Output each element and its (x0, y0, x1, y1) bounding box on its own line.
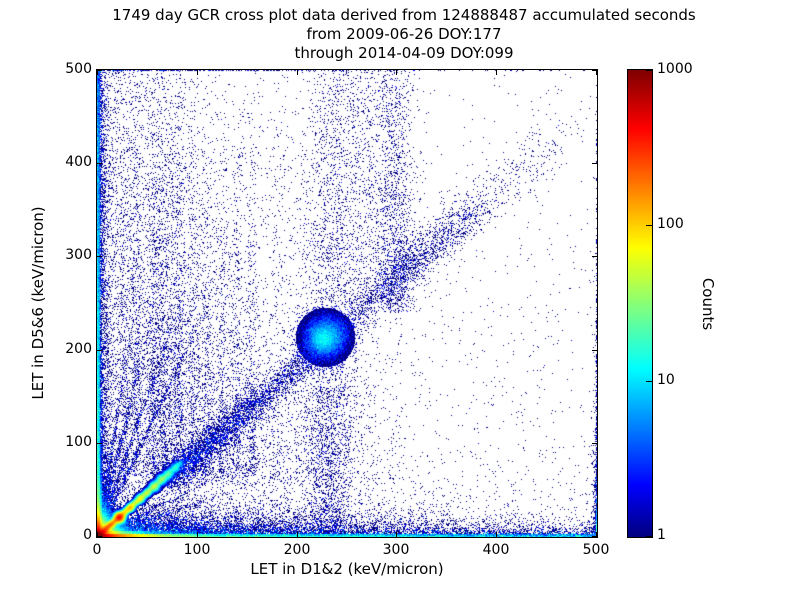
y-major-tick (97, 163, 102, 164)
x-tick-label: 400 (482, 542, 510, 558)
colorbar-tick (646, 70, 652, 71)
y-major-tick-right (592, 443, 597, 444)
title-line-2: from 2009-06-26 DOY:177 (306, 25, 502, 43)
y-tick-label: 500 (65, 61, 92, 77)
y-major-tick-right (592, 163, 597, 164)
y-tick-label: 200 (65, 341, 92, 357)
colorbar-tick-label: 1 (657, 527, 666, 543)
scatter-density-canvas (97, 70, 597, 537)
x-major-tick-top (396, 70, 397, 75)
x-major-tick-top (97, 70, 98, 75)
x-major-tick (97, 532, 98, 537)
colorbar-tick-label: 1000 (657, 61, 693, 77)
plot-area (96, 69, 598, 538)
x-major-tick (396, 532, 397, 537)
colorbar-tick-label: 10 (657, 372, 675, 388)
y-tick-label: 100 (65, 434, 92, 450)
y-axis-label: LET in D5&6 (keV/micron) (29, 206, 47, 400)
y-major-tick-right (592, 536, 597, 537)
x-axis-label: LET in D1&2 (keV/micron) (250, 560, 444, 578)
colorbar (627, 69, 653, 538)
colorbar-label: Counts (699, 277, 717, 331)
colorbar-tick-label: 100 (657, 216, 684, 232)
y-major-tick (97, 70, 102, 71)
x-major-tick-top (496, 70, 497, 75)
title-line-3: through 2014-04-09 DOY:099 (294, 44, 514, 62)
y-tick-label: 300 (65, 247, 92, 263)
chart-title: 1749 day GCR cross plot data derived fro… (0, 6, 800, 63)
y-major-tick (97, 256, 102, 257)
y-major-tick-right (592, 256, 597, 257)
x-major-tick-top (197, 70, 198, 75)
x-tick-label: 300 (382, 542, 410, 558)
y-major-tick (97, 536, 102, 537)
y-major-tick (97, 443, 102, 444)
y-major-tick (97, 350, 102, 351)
colorbar-tick (646, 536, 652, 537)
x-major-tick-top (596, 70, 597, 75)
x-tick-label: 0 (92, 542, 102, 558)
x-major-tick (297, 532, 298, 537)
colorbar-gradient-canvas (628, 70, 652, 537)
colorbar-tick (646, 381, 652, 382)
x-major-tick (197, 532, 198, 537)
y-tick-label: 400 (65, 154, 92, 170)
y-major-tick-right (592, 350, 597, 351)
colorbar-tick (646, 225, 652, 226)
x-tick-label: 100 (183, 542, 211, 558)
title-line-1: 1749 day GCR cross plot data derived fro… (112, 6, 696, 24)
x-major-tick (596, 532, 597, 537)
x-major-tick (496, 532, 497, 537)
y-tick-label: 0 (83, 527, 92, 543)
x-tick-label: 500 (582, 542, 610, 558)
x-tick-label: 200 (283, 542, 311, 558)
x-major-tick-top (297, 70, 298, 75)
y-major-tick-right (592, 70, 597, 71)
